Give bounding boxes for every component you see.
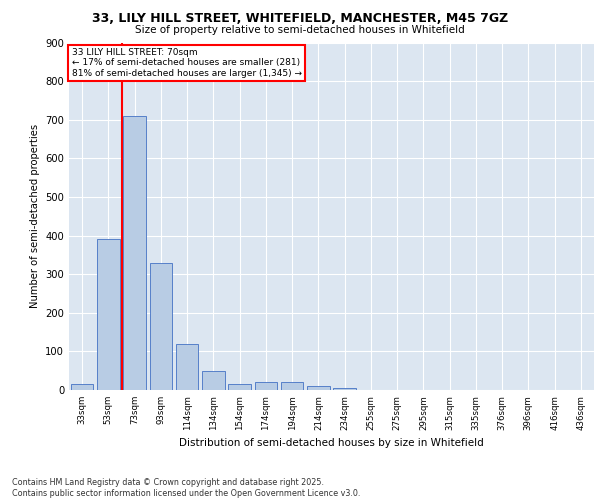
Text: Contains HM Land Registry data © Crown copyright and database right 2025.
Contai: Contains HM Land Registry data © Crown c…	[12, 478, 361, 498]
Bar	[281, 382, 303, 390]
Bar	[97, 240, 119, 390]
Bar	[307, 386, 329, 390]
Text: 33 LILY HILL STREET: 70sqm
← 17% of semi-detached houses are smaller (281)
81% o: 33 LILY HILL STREET: 70sqm ← 17% of semi…	[71, 48, 302, 78]
Bar	[229, 384, 251, 390]
Y-axis label: Number of semi-detached properties: Number of semi-detached properties	[30, 124, 40, 308]
Bar	[176, 344, 198, 390]
Bar	[150, 262, 172, 390]
Bar	[255, 382, 277, 390]
Bar	[71, 384, 93, 390]
Bar	[124, 116, 146, 390]
Bar	[334, 388, 356, 390]
Text: 33, LILY HILL STREET, WHITEFIELD, MANCHESTER, M45 7GZ: 33, LILY HILL STREET, WHITEFIELD, MANCHE…	[92, 12, 508, 26]
Bar	[202, 370, 224, 390]
X-axis label: Distribution of semi-detached houses by size in Whitefield: Distribution of semi-detached houses by …	[179, 438, 484, 448]
Text: Size of property relative to semi-detached houses in Whitefield: Size of property relative to semi-detach…	[135, 25, 465, 35]
